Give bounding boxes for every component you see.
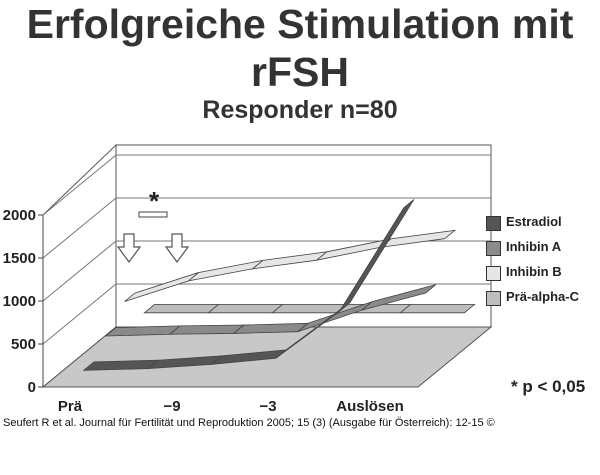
y-tick-label: 2000 [3, 207, 36, 224]
ribbon-segment [143, 303, 220, 314]
ribbon-segment [104, 325, 182, 337]
down-arrow-icon [116, 233, 142, 264]
gridline-left [42, 197, 117, 259]
ribbon-segment [232, 322, 310, 334]
chart-title-line1: Erfolgreiche Stimulation mit [26, 1, 574, 47]
legend-item-inhibin-a: Inhibin A [486, 239, 600, 257]
gridline-left [42, 154, 117, 216]
ribbon-segment [361, 284, 437, 311]
ribbon-segment [207, 303, 284, 314]
series-inhibin-b [124, 229, 457, 302]
chart-walls [38, 143, 493, 389]
gridline-left [42, 240, 117, 302]
ribbon-segment [82, 359, 160, 371]
legend-item-prae-alpha-c: Prä-alpha-C [486, 289, 600, 307]
ribbon-segment [399, 303, 476, 314]
y-tick-label: 500 [11, 336, 36, 353]
series-inhibin-a [104, 284, 437, 337]
x-axis-labels: Prä −9 −3 Auslösen [58, 398, 404, 415]
x-tick-label: −3 [259, 398, 276, 415]
chart-subtitle: Responder n=80 [202, 96, 398, 124]
legend-label: Prä-alpha-C [506, 289, 579, 304]
gridline-left [42, 283, 117, 345]
legend-swatch [486, 241, 501, 256]
y-tick-label: 0 [28, 379, 36, 396]
legend-label: Inhibin B [506, 264, 562, 279]
x-tick-label: −9 [163, 398, 180, 415]
legend-item-inhibin-b: Inhibin B [486, 264, 600, 282]
y-tick-label: 1500 [3, 250, 36, 267]
significance-star: * [149, 186, 160, 216]
legend-label: Inhibin A [506, 239, 562, 254]
legend-swatch [486, 216, 501, 231]
significance-annotation: * [116, 186, 190, 264]
chart-title-line2: rFSH [251, 49, 349, 95]
x-tick-label: Prä [58, 398, 83, 415]
legend-swatch [486, 291, 501, 306]
y-tick-label: 1000 [3, 293, 36, 310]
significance-footnote: * p < 0,05 [511, 377, 586, 396]
series-pr-alpha-c [143, 303, 476, 314]
legend-item-estradiol: Estradiol [486, 214, 600, 232]
source-citation: Seufert R et al. Journal für Fertilität … [3, 417, 495, 429]
series-estradiol [82, 199, 415, 371]
ribbon-segment [339, 199, 415, 312]
series-layer [82, 199, 476, 371]
ribbon-segment [271, 303, 348, 314]
legend-label: Estradiol [506, 214, 562, 229]
x-tick-label: Auslösen [336, 398, 404, 415]
y-axis-labels: 0 500 1000 1500 2000 [3, 207, 36, 396]
significance-bar [138, 211, 168, 218]
down-arrow-icon [164, 233, 190, 264]
ribbon-segment [168, 324, 246, 335]
legend-swatch [486, 266, 501, 281]
